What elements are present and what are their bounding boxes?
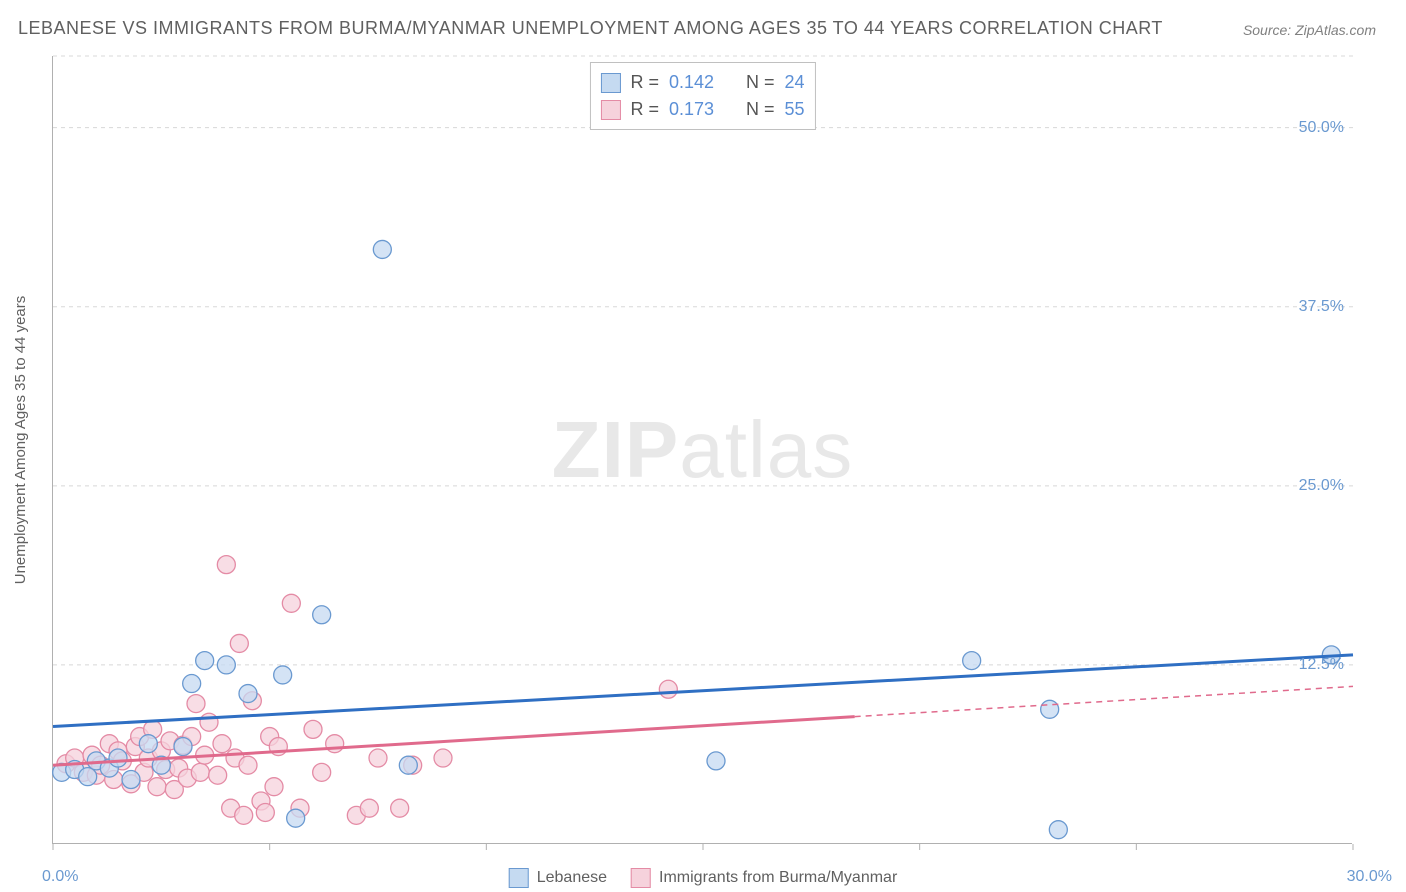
y-tick-label: 50.0% xyxy=(1299,119,1344,137)
legend-label-0: Lebanese xyxy=(537,869,607,887)
y-axis-label: Unemployment Among Ages 35 to 44 years xyxy=(12,296,29,585)
r-legend-row-1: R = 0.173 N = 55 xyxy=(600,96,804,123)
legend-swatch-1 xyxy=(600,100,620,120)
r-label-text: R = xyxy=(630,69,659,96)
n-label-text: N = xyxy=(746,69,775,96)
n-value-0: 24 xyxy=(785,69,805,96)
n-label-text-1: N = xyxy=(746,96,775,123)
legend-label-1: Immigrants from Burma/Myanmar xyxy=(659,869,897,887)
r-label-text-1: R = xyxy=(630,96,659,123)
source-label: Source: ZipAtlas.com xyxy=(1243,22,1376,38)
series-legend: Lebanese Immigrants from Burma/Myanmar xyxy=(509,868,898,888)
r-legend-row-0: R = 0.142 N = 24 xyxy=(600,69,804,96)
legend-swatch-bottom-0 xyxy=(509,868,529,888)
n-value-1: 55 xyxy=(785,96,805,123)
chart-title: LEBANESE VS IMMIGRANTS FROM BURMA/MYANMA… xyxy=(18,18,1163,39)
y-tick-label: 12.5% xyxy=(1299,656,1344,674)
chart-plot-area: ZIPatlas R = 0.142 N = 24 R = 0.173 N = … xyxy=(52,56,1352,844)
legend-swatch-0 xyxy=(600,73,620,93)
legend-item-0: Lebanese xyxy=(509,868,607,888)
r-value-1: 0.173 xyxy=(669,96,714,123)
scatter-svg xyxy=(53,56,1352,843)
y-tick-label: 37.5% xyxy=(1299,298,1344,316)
r-value-0: 0.142 xyxy=(669,69,714,96)
x-axis-max-label: 30.0% xyxy=(1347,868,1392,886)
legend-item-1: Immigrants from Burma/Myanmar xyxy=(631,868,897,888)
y-tick-label: 25.0% xyxy=(1299,477,1344,495)
legend-swatch-bottom-1 xyxy=(631,868,651,888)
correlation-legend: R = 0.142 N = 24 R = 0.173 N = 55 xyxy=(589,62,815,130)
x-axis-min-label: 0.0% xyxy=(42,868,78,886)
